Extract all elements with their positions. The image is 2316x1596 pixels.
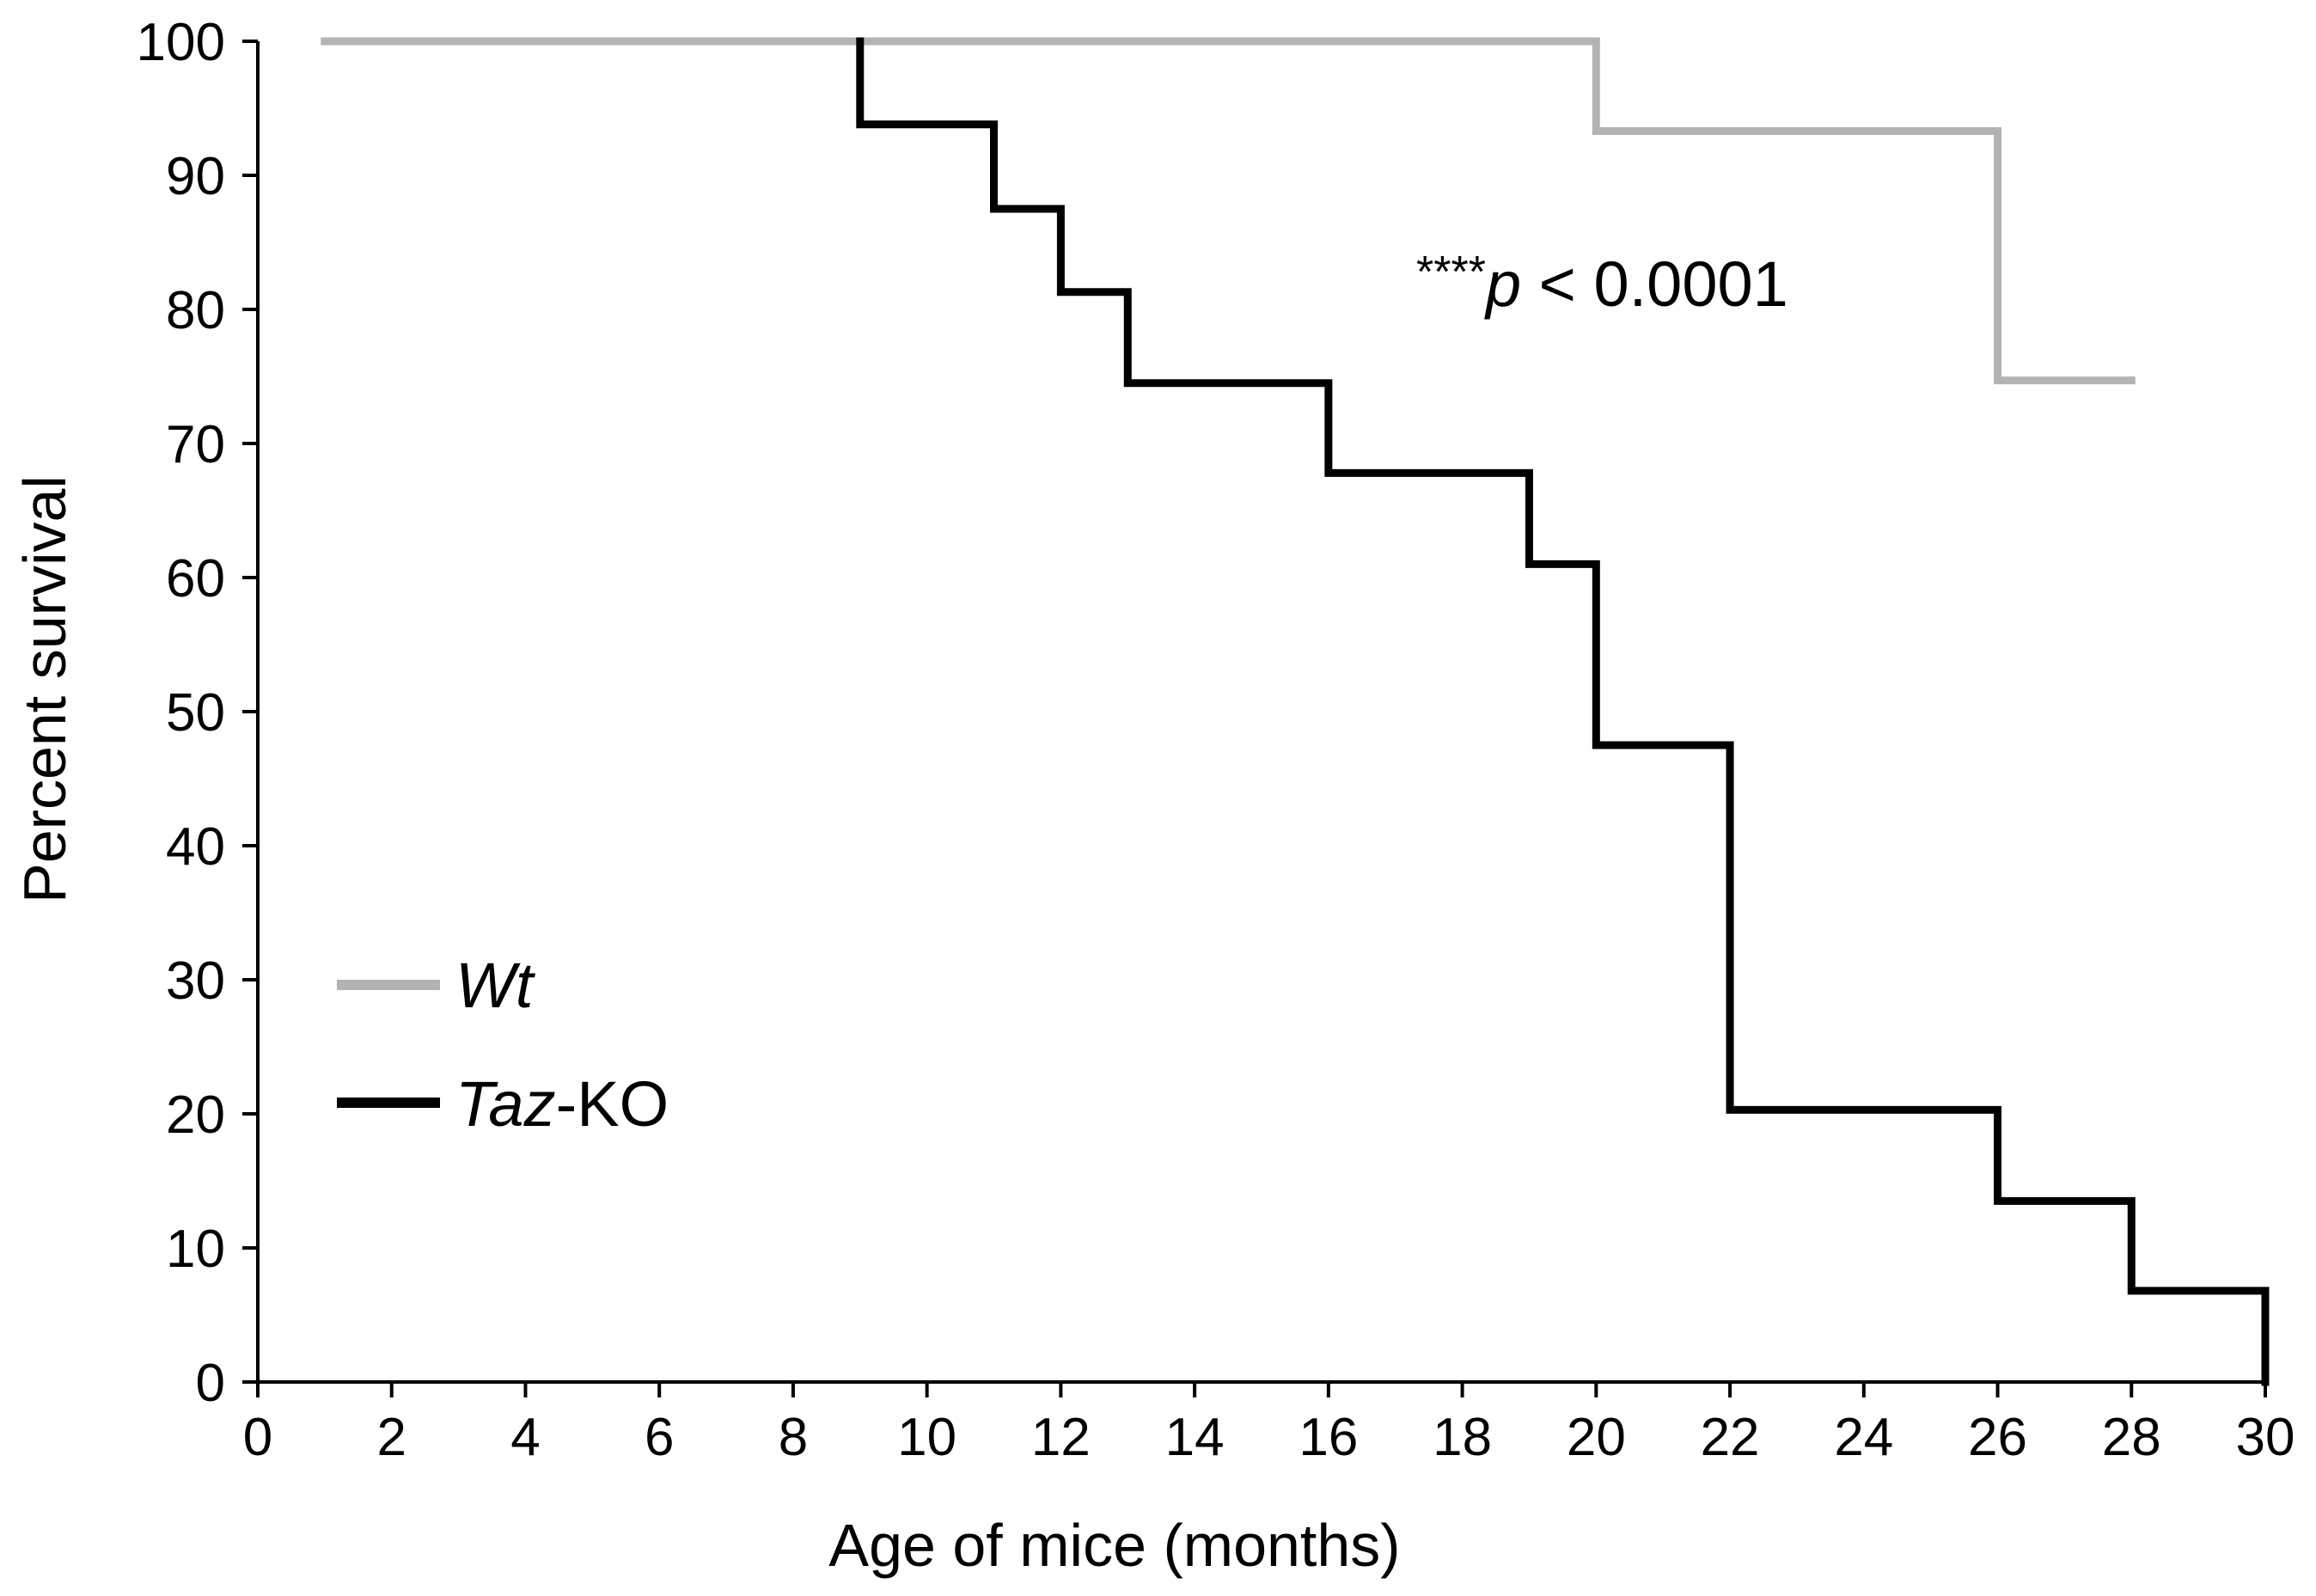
x-tick-label: 30 [2236,1408,2295,1467]
y-tick-label: 90 [166,147,225,206]
x-tick-label: 2 [376,1408,406,1467]
series-line-taz-ko [856,37,2270,1386]
x-tick-label: 18 [1433,1408,1492,1467]
x-tick-label: 0 [243,1408,272,1467]
x-tick-label: 10 [897,1408,956,1467]
x-tick-label: 28 [2102,1408,2161,1467]
series-line-wt [321,37,2136,385]
legend-label-taz-ko-italic: Taz [455,1068,556,1140]
x-tick-label: 20 [1567,1408,1626,1467]
x-tick-label: 12 [1031,1408,1091,1467]
y-tick-label: 60 [166,549,225,608]
y-axis-title: Percent survival [11,475,78,903]
x-tick-label: 6 [645,1408,674,1467]
y-tick-label: 100 [137,13,225,72]
x-tick-label: 26 [1968,1408,2027,1467]
x-tick-label: 14 [1165,1408,1225,1467]
y-tick-label: 40 [166,817,225,877]
p-value-symbol: p [1484,248,1521,320]
y-ticks: 0 10 20 30 40 50 60 70 80 90 100 [137,13,258,1413]
legend: Wt Taz-KO [337,950,669,1140]
legend-label-taz-ko: Taz-KO [455,1068,669,1140]
x-tick-label: 22 [1701,1408,1760,1467]
series-layer [321,37,2270,1386]
p-value-comparison: < 0.0001 [1521,248,1788,320]
legend-label-wt-italic: Wt [455,950,536,1021]
x-tick-label: 8 [779,1408,808,1467]
p-value-stars: **** [1416,248,1486,297]
x-tick-label: 4 [510,1408,540,1467]
x-tick-label: 16 [1299,1408,1358,1467]
y-tick-label: 10 [166,1220,225,1279]
y-tick-label: 20 [166,1085,225,1145]
y-tick-label: 30 [166,951,225,1011]
y-tick-label: 50 [166,683,225,743]
p-value-annotation: ****p < 0.0001 [1416,248,1788,320]
y-tick-label: 0 [196,1354,225,1413]
legend-label-wt: Wt [455,950,536,1021]
axes-layer: 0 2 4 6 8 10 12 14 16 18 20 22 24 26 28 30 010203040506… [137,13,2295,1467]
x-axis-title: Age of mice (months) [828,1512,1400,1579]
x-tick-label: 24 [1834,1408,1893,1467]
y-tick-label: 80 [166,281,225,340]
x-ticks: 0 2 4 6 8 10 12 14 16 18 20 22 24 26 28 30 [243,1382,2295,1467]
y-tick-label: 70 [166,415,225,474]
legend-label-taz-ko-plain: -KO [556,1068,669,1140]
